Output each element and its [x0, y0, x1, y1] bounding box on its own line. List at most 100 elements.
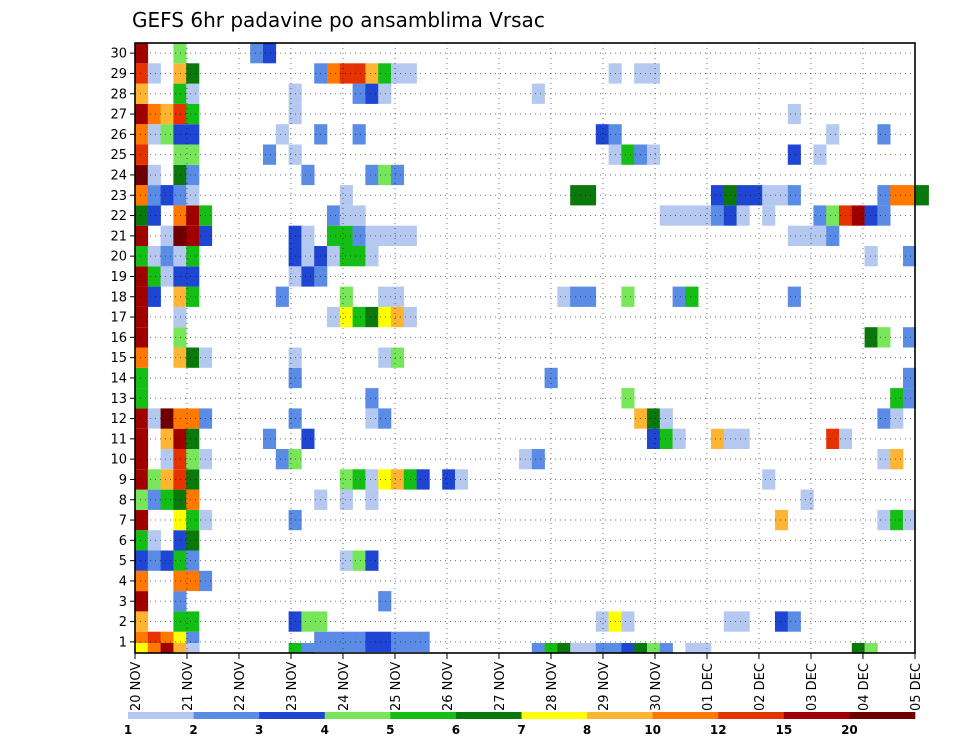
heatmap-cell — [595, 643, 609, 653]
heatmap-cell — [352, 631, 366, 652]
heatmap-cell — [352, 205, 366, 226]
y-tick-label: 27 — [110, 108, 127, 123]
heatmap-cell — [135, 550, 149, 571]
heatmap-cell — [762, 185, 776, 206]
y-tick-label: 3 — [119, 595, 127, 610]
heatmap-cell — [147, 286, 161, 307]
heatmap-cell — [621, 643, 635, 653]
colorbar-swatch — [259, 712, 326, 719]
heatmap-cell — [877, 449, 891, 470]
heatmap-cell — [135, 469, 149, 490]
heatmap-cell — [173, 469, 187, 490]
heatmap-cell — [352, 225, 366, 246]
heatmap-cell — [135, 225, 149, 246]
heatmap-cell — [301, 225, 315, 246]
heatmap-cell — [365, 246, 379, 267]
colorbar-swatch — [128, 712, 194, 719]
y-tick-label: 11 — [110, 432, 127, 447]
heatmap-cell — [672, 428, 686, 449]
heatmap-cell — [877, 509, 891, 531]
heatmap-cell — [173, 103, 187, 125]
heatmap-cell — [583, 185, 597, 206]
heatmap-cell — [890, 509, 904, 531]
heatmap-cell — [147, 185, 161, 206]
heatmap-cell — [877, 327, 891, 348]
heatmap-cell — [736, 205, 750, 226]
x-tick-label: 25 NOV — [389, 662, 404, 711]
heatmap-cell — [890, 408, 904, 429]
x-tick-label: 21 NOV — [181, 662, 196, 711]
y-tick-label: 1 — [119, 635, 127, 650]
x-tick-label: 26 NOV — [441, 662, 456, 711]
heatmap-cell — [173, 327, 187, 348]
heatmap-cell — [787, 185, 801, 206]
heatmap-cell — [826, 225, 840, 246]
heatmap-cell — [877, 408, 891, 429]
heatmap-cell — [135, 591, 149, 612]
heatmap-cell — [173, 347, 187, 368]
heatmap-cell — [186, 449, 200, 470]
colorbar-label: 15 — [775, 723, 792, 737]
y-tick-label: 13 — [110, 392, 127, 407]
heatmap-cell — [186, 509, 200, 531]
colorbar-label: 5 — [386, 723, 394, 737]
y-tick-label: 22 — [110, 209, 127, 224]
heatmap-cell — [365, 469, 379, 490]
heatmap-cell — [378, 306, 392, 328]
colorbar-swatch — [521, 712, 588, 719]
heatmap-cell — [147, 408, 161, 429]
heatmap-cell — [659, 428, 673, 449]
heatmap-cell — [173, 185, 187, 206]
y-tick-label: 17 — [110, 311, 127, 326]
heatmap-cell — [659, 205, 673, 226]
heatmap-cell — [711, 205, 725, 226]
y-axis: 1234567891011121314151617181920212223242… — [110, 47, 135, 650]
colorbar-label: 20 — [841, 723, 858, 737]
heatmap-cell — [531, 449, 545, 470]
colorbar: 1 2 3 4 5 6 7 8 10 12 15 20 — [124, 712, 916, 737]
heatmap-cell — [352, 469, 366, 490]
heatmap-cell — [775, 185, 789, 206]
y-tick-label: 21 — [110, 229, 127, 244]
heatmap-cell — [301, 246, 315, 267]
heatmap-cell — [173, 164, 187, 186]
y-tick-label: 24 — [110, 168, 127, 183]
x-tick-label: 02 DEC — [753, 663, 768, 711]
y-tick-label: 8 — [119, 493, 127, 508]
heatmap-cell — [275, 449, 289, 470]
heatmap-cell — [147, 266, 161, 287]
heatmap-cell — [173, 43, 187, 64]
x-tick-label: 22 NOV — [233, 662, 248, 711]
x-tick-label: 01 DEC — [701, 663, 716, 711]
y-tick-label: 14 — [110, 371, 127, 386]
heatmap-cell — [160, 266, 174, 287]
heatmap-cell — [135, 643, 149, 653]
heatmap-cell — [339, 286, 353, 307]
heatmap-cell — [135, 570, 149, 592]
heatmap-cell — [685, 643, 699, 653]
heatmap-cell — [186, 103, 200, 125]
colorbar-label: 3 — [255, 723, 263, 737]
heatmap-cell — [275, 124, 289, 145]
heatmap-cell — [339, 205, 353, 226]
y-tick-label: 30 — [110, 47, 127, 62]
x-axis: 20 NOV 21 NOV 22 NOV 23 NOV 24 NOV 25 NOV 26 N… — [129, 653, 924, 711]
colorbar-label: 12 — [710, 723, 727, 737]
heatmap-cell — [135, 103, 149, 125]
heatmap-cell — [135, 388, 149, 409]
heatmap-cell — [173, 83, 187, 104]
heatmap-cell — [173, 225, 187, 246]
heatmap-cell — [135, 509, 149, 531]
heatmap-cell — [787, 103, 801, 125]
heatmap-cell — [135, 63, 149, 84]
colorbar-label: 4 — [321, 723, 329, 737]
heatmap-cell — [736, 611, 750, 632]
heatmap-cell — [659, 408, 673, 429]
colorbar-swatch — [390, 712, 457, 719]
heatmap-cell — [736, 428, 750, 449]
heatmap-cell — [544, 367, 558, 389]
heatmap-cell — [173, 489, 187, 510]
chart-title: GEFS 6hr padavine po ansamblima Vrsac — [132, 8, 545, 32]
heatmap-cell — [711, 428, 725, 449]
heatmap-cell — [135, 246, 149, 267]
